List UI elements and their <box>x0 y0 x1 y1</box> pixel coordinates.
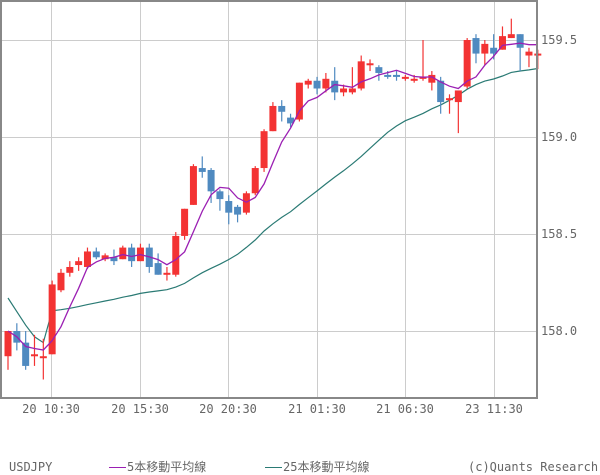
candlestick-chart <box>0 0 542 399</box>
y-tick-label: 159.5 <box>541 32 578 47</box>
x-tick-label: 20 15:30 <box>111 402 169 416</box>
x-tick-label: 20 10:30 <box>22 402 80 416</box>
ma25-swatch <box>265 467 282 468</box>
ma5-swatch <box>109 467 126 468</box>
gridlines <box>1 1 537 398</box>
candles <box>4 18 542 380</box>
y-tick-label: 158.0 <box>541 323 578 338</box>
legend-ma5-label: 5本移動平均線 <box>127 460 207 474</box>
symbol-label: USDJPY <box>9 460 53 474</box>
ma5-line <box>7 42 538 351</box>
legend-ma5: 5本移動平均線 <box>109 461 206 473</box>
plot-frame <box>0 0 538 399</box>
legend-ma25: 25本移動平均線 <box>265 461 369 473</box>
y-tick-label: 158.5 <box>541 226 578 241</box>
x-tick-label: 21 01:30 <box>288 402 346 416</box>
x-tick-label: 20 20:30 <box>199 402 257 416</box>
copyright: (c)Quants Research <box>468 460 599 474</box>
y-tick-label: 159.0 <box>541 129 578 144</box>
x-tick-label: 21 06:30 <box>376 402 434 416</box>
x-tick-label: 23 11:30 <box>465 402 523 416</box>
legend-ma25-label: 25本移動平均線 <box>283 460 370 474</box>
